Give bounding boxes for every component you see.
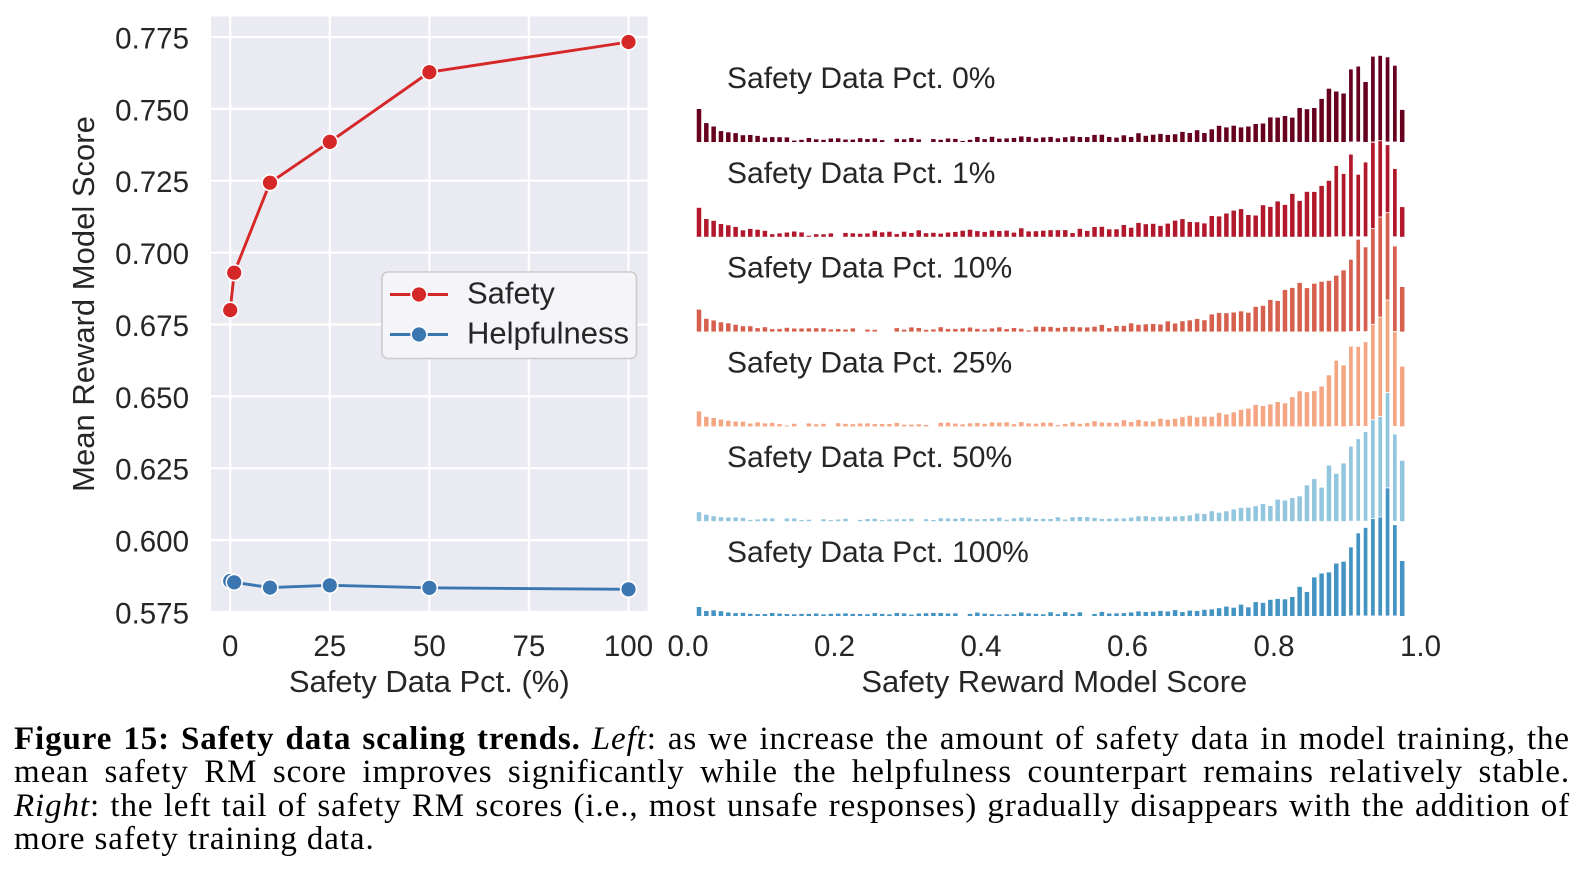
svg-text:0.4: 0.4: [960, 630, 1001, 663]
svg-text:0.0: 0.0: [667, 630, 708, 663]
svg-text:1.0: 1.0: [1400, 630, 1441, 663]
svg-text:Safety Data Pct. 10%: Safety Data Pct. 10%: [727, 252, 1012, 285]
svg-text:0.6: 0.6: [1107, 630, 1148, 663]
svg-text:0.750: 0.750: [115, 94, 189, 127]
svg-text:Safety Data Pct. 50%: Safety Data Pct. 50%: [727, 441, 1012, 474]
svg-text:0.625: 0.625: [115, 454, 189, 487]
svg-text:Helpfulness: Helpfulness: [467, 316, 629, 351]
svg-text:0.600: 0.600: [115, 526, 189, 559]
svg-text:25: 25: [313, 630, 346, 663]
svg-text:Safety Data Pct. 0%: Safety Data Pct. 0%: [727, 62, 995, 95]
svg-text:0.775: 0.775: [115, 23, 189, 56]
svg-text:Safety Data Pct. (%): Safety Data Pct. (%): [289, 664, 570, 699]
svg-text:0.2: 0.2: [814, 630, 855, 663]
svg-text:Safety Data Pct. 100%: Safety Data Pct. 100%: [727, 536, 1029, 569]
svg-text:100: 100: [604, 630, 653, 663]
svg-text:0: 0: [222, 630, 238, 663]
svg-text:0.700: 0.700: [115, 238, 189, 271]
svg-text:0.575: 0.575: [115, 598, 189, 631]
svg-text:0.725: 0.725: [115, 166, 189, 199]
svg-text:0.650: 0.650: [115, 382, 189, 415]
svg-text:0.675: 0.675: [115, 310, 189, 343]
svg-text:Mean Reward Model Score: Mean Reward Model Score: [66, 116, 101, 492]
svg-text:75: 75: [512, 630, 545, 663]
svg-text:0.8: 0.8: [1253, 630, 1294, 663]
svg-text:Safety Data Pct. 1%: Safety Data Pct. 1%: [727, 157, 995, 190]
svg-text:Safety Data Pct. 25%: Safety Data Pct. 25%: [727, 346, 1012, 379]
svg-text:Safety: Safety: [467, 276, 555, 311]
svg-text:Safety Reward Model Score: Safety Reward Model Score: [861, 664, 1247, 699]
svg-text:50: 50: [413, 630, 446, 663]
